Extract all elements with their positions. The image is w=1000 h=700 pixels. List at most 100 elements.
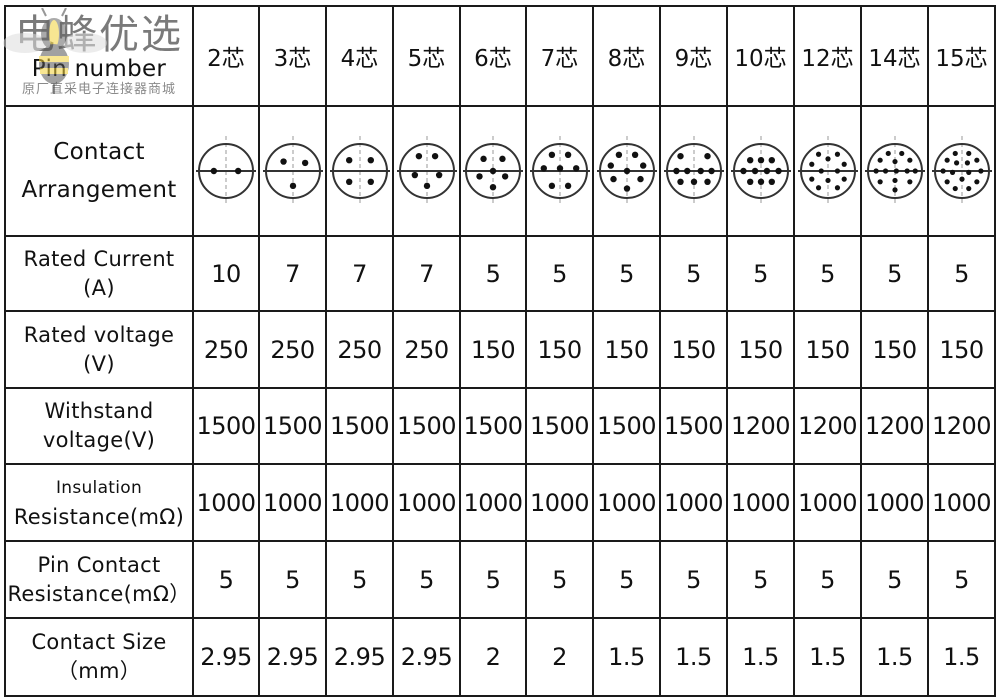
value-cell: 2.95: [192, 617, 260, 697]
value-cell: 5: [459, 235, 527, 312]
value-cell: 150: [459, 310, 527, 389]
pin-dot: [815, 151, 821, 157]
row-label-line: Resistance(mΩ）: [7, 581, 191, 606]
pin-dot: [906, 179, 912, 185]
pin-dot: [690, 178, 697, 185]
header-label-cell: 电蜂优选 Pin number 原厂直采电子连接器商城: [4, 5, 194, 107]
value-cell: 1500: [392, 387, 461, 465]
column-header-text: 6芯: [474, 46, 512, 72]
pin-dot: [683, 167, 690, 175]
pin-dot: [234, 167, 242, 175]
value-text: 1500: [529, 412, 590, 440]
contact-arrangement-row: Contact Arrangement: [4, 105, 996, 237]
header-row: 电蜂优选 Pin number 原厂直采电子连接器商城 2芯 3芯 4芯 5芯 6芯 7芯 8芯 9…: [4, 5, 996, 107]
pin-dot: [556, 165, 563, 172]
value-text: 1000: [596, 488, 657, 517]
row-label-line: Resistance(mΩ): [13, 504, 185, 529]
value-text: 5: [753, 565, 768, 594]
pin-dot: [489, 167, 497, 175]
value-text: 1000: [329, 488, 390, 517]
pin-layout-7-icon: [529, 136, 590, 206]
value-text: 5: [352, 565, 367, 594]
contact-arrangement-cell: [927, 105, 996, 237]
pin-dot: [367, 178, 374, 185]
row-label-cell: Pin Contact Resistance(mΩ）: [4, 540, 194, 619]
value-text: 1500: [663, 412, 724, 440]
column-header: 8芯: [592, 5, 661, 107]
value-cell: 1.5: [592, 617, 661, 697]
value-cell: 7: [392, 235, 461, 312]
value-text: 5: [887, 259, 902, 288]
value-cell: 1.5: [659, 617, 728, 697]
pin-dot: [952, 150, 958, 157]
pin-layout-10-icon: [730, 136, 791, 206]
pin-layout-14-icon: [864, 136, 925, 206]
column-header-text: 8芯: [607, 46, 646, 72]
value-text: 1.5: [608, 643, 645, 671]
pin-dot: [609, 175, 617, 183]
value-text: 150: [470, 335, 516, 364]
contact-arrangement-cell: [325, 105, 394, 237]
value-cell: 7: [325, 235, 394, 312]
value-cell: 2.95: [392, 617, 461, 697]
value-text: 150: [604, 335, 649, 364]
value-text: 150: [805, 335, 850, 364]
pin-dot: [882, 168, 888, 174]
value-text: 2.95: [266, 643, 319, 671]
pin-dot: [824, 156, 831, 162]
pin-dot: [707, 167, 715, 175]
value-text: 1000: [396, 488, 457, 517]
value-cell: 5: [592, 540, 661, 619]
pin-dot: [834, 151, 840, 157]
value-cell: 150: [793, 310, 862, 389]
spec-row: Rated Current (A) 10 7 7 7 5 5 5 5 5 5 5 5: [4, 235, 996, 312]
value-text: 1500: [196, 412, 256, 440]
column-header: 3芯: [258, 5, 327, 107]
watermark-tagline: 原厂直采电子连接器商城: [21, 82, 176, 97]
column-header: 7芯: [525, 5, 594, 107]
column-header: 10芯: [726, 5, 795, 107]
pin-dot: [965, 150, 971, 157]
row-label-cell: Rated Current (A): [4, 235, 194, 312]
value-text: 5: [485, 259, 501, 288]
value-text: 2: [552, 643, 567, 671]
row-label-cell: Rated voltage (V): [4, 310, 194, 389]
value-text: 1000: [463, 488, 523, 517]
pin-dot: [697, 167, 704, 175]
spec-row: Rated voltage (V) 250 250 250 250 150 150 150 150…: [4, 310, 996, 389]
value-cell: 2: [459, 617, 527, 697]
pin-dot: [906, 157, 912, 163]
row-label-line: (A): [83, 275, 115, 300]
pin-dot: [893, 168, 899, 174]
pin-dot: [623, 167, 630, 175]
value-cell: 2: [525, 617, 594, 697]
pin-dot: [564, 182, 571, 190]
value-cell: 5: [592, 235, 661, 312]
contact-arrangement-cell: [659, 105, 728, 237]
value-cell: 1000: [392, 463, 461, 542]
value-text: 1000: [864, 488, 925, 517]
value-cell: 5: [659, 540, 728, 619]
pin-dot: [499, 155, 506, 163]
pin-dot: [548, 151, 555, 158]
value-text: 1200: [797, 412, 858, 440]
value-text: 1000: [931, 488, 992, 517]
value-text: 5: [619, 259, 634, 288]
column-header-text: 3芯: [273, 46, 312, 72]
value-text: 1000: [663, 488, 724, 517]
pin-dot: [953, 160, 959, 166]
pin-dot: [548, 182, 555, 190]
value-cell: 5: [726, 235, 795, 312]
value-cell: 1500: [325, 387, 394, 465]
column-header: 6芯: [459, 5, 527, 107]
value-cell: 5: [726, 540, 795, 619]
pin-layout-9-icon: [663, 136, 724, 206]
value-cell: 1200: [793, 387, 862, 465]
value-text: 7: [419, 259, 434, 288]
pin-dot: [572, 165, 579, 172]
column-header-text: 10芯: [734, 46, 787, 72]
value-text: 1200: [864, 412, 925, 440]
value-cell: 250: [258, 310, 327, 389]
value-cell: 1000: [459, 463, 527, 542]
pin-dot: [841, 161, 847, 167]
